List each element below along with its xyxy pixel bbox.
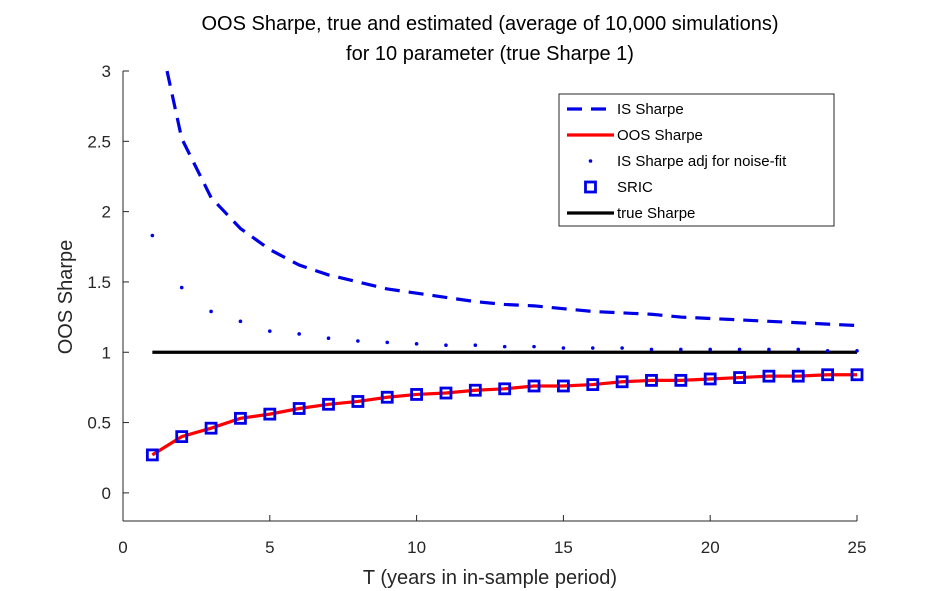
data-point-is-sharpe-adj-for-noise-fit-22 (767, 347, 771, 352)
data-point-sric-21 (733, 371, 746, 384)
y-tick-label-1: 0 (102, 484, 111, 503)
data-point-sric-24 (821, 368, 835, 382)
chart-title: OOS Sharpe, true and estimated (average … (202, 13, 779, 35)
chart-subtitle: for 10 parameter (true Sharpe 1) (346, 43, 634, 65)
y-tick-label-2: 0.5 (87, 414, 111, 433)
data-point-sric-17 (615, 375, 629, 389)
data-point-sric-10 (410, 388, 424, 401)
legend-swatch-is-sharpe-adj-for-noise-fit (588, 159, 593, 163)
x-tick-label-3: 10 (407, 538, 426, 557)
data-point-is-sharpe-adj-for-noise-fit-7 (326, 336, 331, 340)
data-point-is-sharpe-adj-for-noise-fit-16 (590, 346, 595, 350)
y-tick-label-4: 1.5 (87, 273, 111, 292)
data-point-is-sharpe-adj-for-noise-fit-24 (825, 349, 830, 353)
data-point-sric-19 (674, 373, 688, 387)
data-point-is-sharpe-adj-for-noise-fit-5 (268, 329, 272, 333)
y-tick-label-7: 3 (102, 62, 111, 81)
data-point-is-sharpe-adj-for-noise-fit-4 (238, 319, 243, 324)
data-point-is-sharpe-adj-for-noise-fit-3 (209, 309, 213, 314)
data-point-is-sharpe-adj-for-noise-fit-17 (620, 346, 624, 350)
y-tick-label-5: 2 (102, 203, 111, 222)
x-tick-label-1: 0 (118, 538, 127, 557)
data-point-sric-25 (850, 368, 864, 382)
legend: IS Sharpe OOS Sharpe IS Sharpe adj for noi… (558, 93, 835, 227)
legend-swatch-sric (584, 180, 597, 194)
data-point-is-sharpe-adj-for-noise-fit-12 (473, 343, 478, 348)
data-point-sric-2 (175, 430, 189, 444)
data-point-sric-20 (703, 372, 717, 386)
data-point-is-sharpe-adj-for-noise-fit-1 (150, 233, 155, 238)
data-point-sric-9 (380, 390, 394, 404)
data-point-sric-13 (498, 382, 512, 396)
data-point-sric-7 (322, 397, 335, 411)
data-point-is-sharpe-adj-for-noise-fit-20 (708, 347, 712, 352)
data-point-is-sharpe-adj-for-noise-fit-18 (649, 347, 654, 352)
y-tick-label-3: 1 (102, 343, 111, 362)
data-point-is-sharpe-adj-for-noise-fit-9 (385, 340, 390, 345)
legend-label-oos-sharpe: OOS Sharpe (617, 127, 703, 144)
data-point-sric-22 (762, 369, 776, 383)
legend-box (558, 93, 835, 227)
data-point-is-sharpe-adj-for-noise-fit-8 (356, 339, 360, 343)
legend-label-sric: SRIC (617, 179, 653, 196)
plot-area (145, 70, 864, 462)
data-point-is-sharpe-adj-for-noise-fit-14 (532, 344, 536, 349)
data-point-sric-15 (557, 379, 570, 393)
data-point-is-sharpe-adj-for-noise-fit-21 (737, 347, 742, 352)
data-point-sric-4 (234, 411, 247, 425)
legend-label-true-sharpe: true Sharpe (617, 205, 695, 222)
data-point-sric-8 (351, 395, 365, 408)
data-point-sric-12 (468, 383, 482, 397)
data-point-is-sharpe-adj-for-noise-fit-10 (414, 342, 419, 346)
data-point-is-sharpe-adj-for-noise-fit-2 (179, 285, 184, 290)
data-point-is-sharpe-adj-for-noise-fit-23 (796, 347, 801, 352)
data-point-sric-18 (645, 373, 658, 387)
data-point-sric-5 (263, 407, 277, 421)
series-line-oos-sharpe (151, 373, 857, 457)
data-point-is-sharpe-adj-for-noise-fit-13 (502, 344, 507, 349)
data-point-is-sharpe-adj-for-noise-fit-15 (561, 346, 566, 350)
data-point-sric-3 (204, 421, 218, 435)
x-tick-label-5: 20 (701, 538, 720, 557)
legend-label-is-sharpe: IS Sharpe (617, 101, 684, 118)
y-tick-label-6: 2.5 (87, 132, 111, 151)
x-tick-label-4: 15 (554, 538, 573, 557)
y-axis-title: OOS Sharpe (55, 240, 77, 355)
legend-label-is-sharpe-adj-for-noise-fit: IS Sharpe adj for noise-fit (617, 153, 787, 170)
data-point-is-sharpe-adj-for-noise-fit-25 (855, 349, 859, 353)
series-line-is-sharpe (165, 70, 858, 328)
data-point-sric-1 (145, 448, 159, 462)
x-axis-title: T (years in in-sample period) (363, 567, 617, 589)
x-tick-label-6: 25 (848, 538, 867, 557)
data-point-sric-14 (527, 379, 541, 393)
axes: 0 5 10 15 20 25 0 0.5 1 1.5 2 2.5 3 (87, 62, 866, 557)
data-point-is-sharpe-adj-for-noise-fit-19 (679, 347, 683, 352)
data-point-sric-11 (439, 386, 453, 400)
x-tick-label-2: 5 (265, 538, 274, 557)
data-point-sric-16 (586, 378, 600, 391)
data-point-is-sharpe-adj-for-noise-fit-11 (444, 343, 448, 348)
data-point-sric-6 (292, 402, 306, 415)
data-point-is-sharpe-adj-for-noise-fit-6 (297, 332, 301, 336)
data-point-sric-23 (791, 369, 805, 383)
